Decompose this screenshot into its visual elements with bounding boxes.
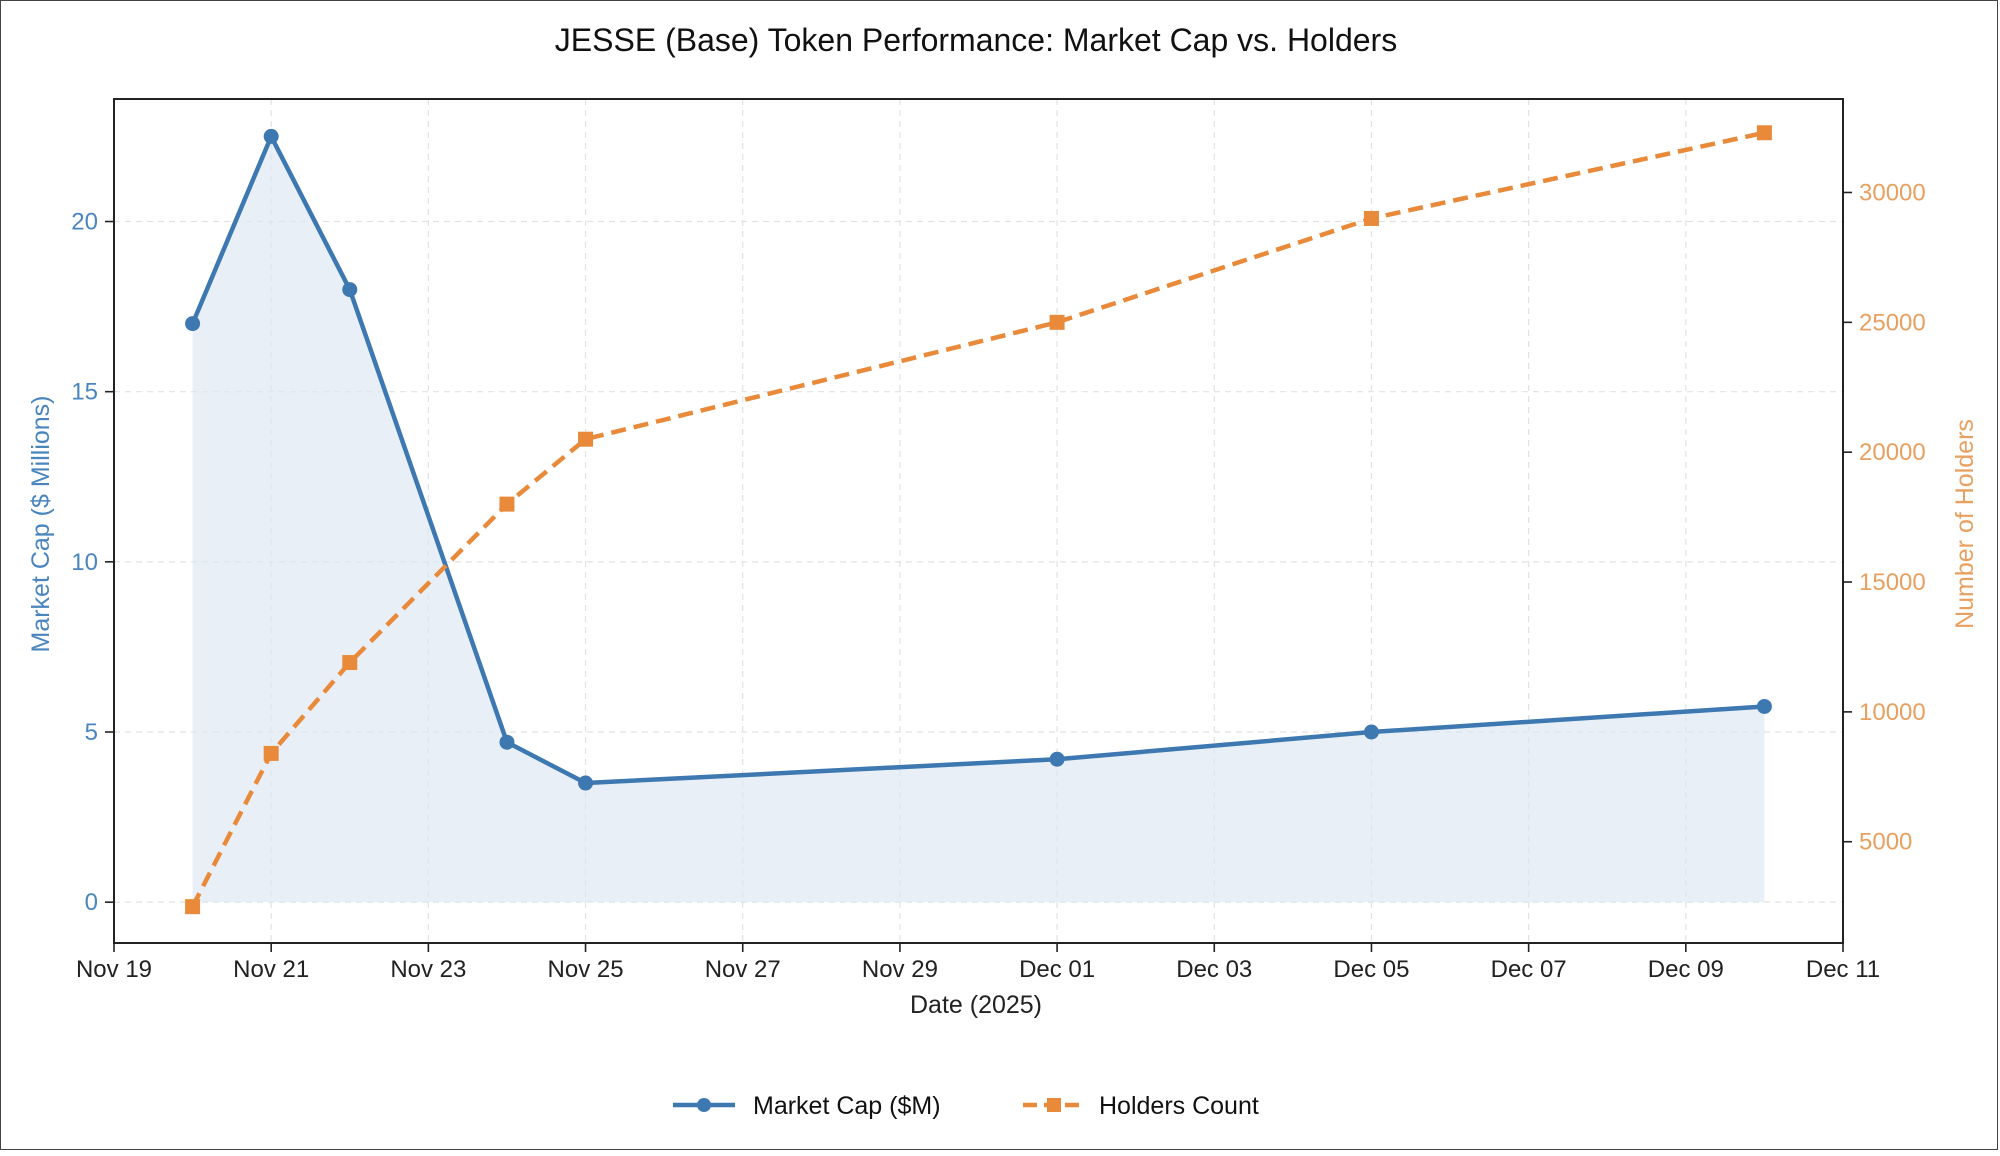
x-tick-label: Dec 01 [1019, 956, 1095, 983]
legend-item-holders: Holders Count [1023, 1092, 1259, 1120]
legend-label-market-cap: Market Cap ($M) [753, 1092, 941, 1120]
legend-marker-square [1047, 1098, 1061, 1112]
x-tick-label: Nov 19 [76, 956, 152, 983]
plot-area [113, 98, 1844, 944]
x-tick-label: Dec 11 [1806, 956, 1880, 983]
y-right-tick-label: 10000 [1859, 699, 1926, 726]
y-left-tick-label: 5 [85, 719, 98, 746]
y-axis-right-label: Number of Holders [1951, 419, 1979, 629]
market-cap-point [1049, 751, 1065, 767]
y-axis-right: 5000 10000 15000 20000 25000 30000 [1843, 179, 1926, 856]
holders-point [1756, 125, 1772, 141]
y-left-tick-label: 0 [85, 889, 98, 916]
x-axis: Nov 19 Nov 21 Nov 23 Nov 25 Nov 27 Nov 29 Dec … [76, 943, 1880, 983]
y-right-tick-label: 15000 [1859, 569, 1926, 596]
holders-line [190, 130, 1765, 908]
y-right-tick-label: 30000 [1859, 179, 1926, 206]
market-cap-point [185, 316, 201, 332]
market-cap-line [190, 134, 1765, 786]
x-tick-label: Nov 21 [233, 956, 309, 983]
y-right-tick-label: 5000 [1859, 829, 1912, 856]
y-axis-left: 0 5 10 15 20 [71, 209, 114, 916]
x-tick-label: Dec 03 [1176, 956, 1252, 983]
holders-point [263, 745, 279, 761]
chart-title: JESSE (Base) Token Performance: Market C… [555, 22, 1397, 58]
x-tick-label: Nov 27 [705, 956, 781, 983]
y-left-tick-label: 15 [71, 379, 98, 406]
y-right-tick-label: 20000 [1859, 439, 1926, 466]
series-group [185, 125, 1772, 915]
x-tick-label: Dec 09 [1648, 956, 1724, 983]
holders-point [578, 431, 594, 447]
market-cap-area [192, 136, 1765, 903]
market-cap-point [1756, 698, 1772, 714]
x-tick-label: Dec 07 [1491, 956, 1567, 983]
holders-point [342, 655, 358, 671]
legend-label-holders: Holders Count [1099, 1092, 1259, 1120]
x-tick-label: Nov 25 [548, 956, 624, 983]
x-axis-label: Date (2025) [910, 991, 1042, 1019]
legend: Market Cap ($M) Holders Count [673, 1092, 1259, 1120]
market-cap-point [499, 734, 515, 750]
x-tick-label: Nov 23 [390, 956, 466, 983]
y-right-tick-label: 25000 [1859, 309, 1926, 336]
x-tick-label: Dec 05 [1333, 956, 1409, 983]
holders-point [1049, 314, 1065, 330]
y-left-tick-label: 10 [71, 549, 98, 576]
legend-marker-circle [697, 1098, 711, 1112]
holders-point [499, 496, 515, 512]
legend-item-market-cap: Market Cap ($M) [673, 1092, 941, 1120]
x-tick-label: Nov 29 [862, 956, 938, 983]
y-left-tick-label: 20 [71, 209, 98, 236]
market-cap-point [578, 775, 594, 791]
y-axis-left-label: Market Cap ($ Millions) [27, 395, 55, 652]
market-cap-point [263, 128, 279, 144]
holders-point [1363, 210, 1379, 226]
market-cap-point [342, 282, 358, 298]
holders-point [185, 899, 201, 915]
market-cap-point [1363, 724, 1379, 740]
